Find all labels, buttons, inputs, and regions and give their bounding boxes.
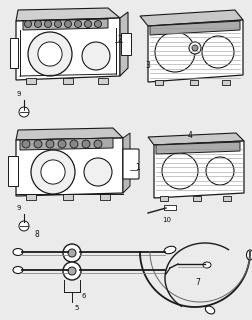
Circle shape [94,140,102,148]
Circle shape [19,107,29,117]
Circle shape [31,150,75,194]
Polygon shape [122,133,130,193]
Polygon shape [16,18,119,80]
Polygon shape [139,10,242,26]
Polygon shape [8,156,18,186]
Ellipse shape [13,249,23,255]
Circle shape [74,20,81,28]
Text: 3: 3 [144,61,149,70]
Circle shape [84,158,112,186]
Text: 8: 8 [35,230,40,239]
Circle shape [41,160,65,184]
Text: 7: 7 [194,278,199,287]
Bar [163,205,175,210]
Circle shape [188,42,200,54]
Ellipse shape [13,267,23,274]
Polygon shape [149,21,239,35]
Bar [222,196,230,201]
Polygon shape [10,38,18,68]
Bar [26,78,36,84]
Circle shape [54,20,61,28]
Circle shape [46,140,54,148]
Circle shape [24,20,32,28]
Text: 2: 2 [117,35,122,44]
Bar [100,194,110,200]
Bar [63,194,73,200]
Circle shape [38,42,62,66]
Polygon shape [16,128,122,140]
Circle shape [68,249,76,257]
Ellipse shape [164,246,175,254]
Polygon shape [147,133,243,145]
Ellipse shape [245,250,252,260]
Circle shape [191,45,197,51]
Circle shape [44,20,51,28]
Circle shape [22,140,30,148]
Circle shape [94,20,101,28]
Circle shape [63,244,81,262]
Polygon shape [119,12,128,76]
Polygon shape [155,142,239,154]
Text: 1: 1 [135,163,139,172]
Text: 9: 9 [17,91,21,97]
Circle shape [58,140,66,148]
Bar [159,196,167,201]
Bar [154,80,162,85]
Polygon shape [20,138,113,150]
Bar [189,80,197,85]
Polygon shape [147,20,242,82]
Circle shape [82,140,90,148]
Ellipse shape [202,262,210,268]
Circle shape [19,221,29,231]
Bar [26,194,36,200]
Text: 9: 9 [17,205,21,211]
Circle shape [28,32,72,76]
Bar [98,78,108,84]
Circle shape [68,267,76,275]
Bar [192,196,200,201]
Polygon shape [16,8,119,21]
Text: 10: 10 [161,217,170,223]
Circle shape [84,20,91,28]
Bar [120,33,131,55]
Text: 6: 6 [82,293,86,299]
Circle shape [70,140,78,148]
Text: 4: 4 [187,131,192,140]
Circle shape [63,262,81,280]
Circle shape [64,20,71,28]
Circle shape [82,42,110,70]
Ellipse shape [205,306,214,314]
FancyBboxPatch shape [122,149,138,179]
Bar [63,78,73,84]
Text: 5: 5 [74,305,78,311]
Polygon shape [16,138,122,196]
Circle shape [34,20,41,28]
Polygon shape [153,141,243,198]
Circle shape [34,140,42,148]
Polygon shape [23,19,108,30]
Bar [221,80,229,85]
